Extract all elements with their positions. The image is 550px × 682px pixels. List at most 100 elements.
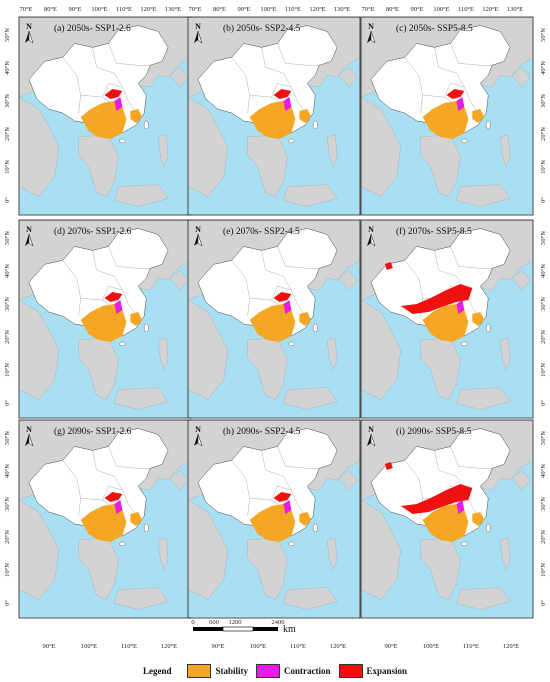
stability-area [80,304,127,342]
latitude-tick-label: 50°N [4,28,11,42]
panel-frame [187,16,361,216]
latitude-tick-label: 30°N [4,94,11,108]
expansion-area [384,462,393,470]
top-tick-label: 130°E [507,6,523,13]
latitude-tick-label: 0° [540,400,547,406]
latitude-tick-label: 30°N [4,497,11,511]
panel-title: (h) 2090s- SSP2-4.5 [223,426,301,437]
stability-area [422,304,469,342]
north-arrow-icon [367,434,371,446]
top-tick-label: 70°E [188,6,201,13]
top-tick-label: 100°E [260,6,276,13]
latitude-tick-label: 10°N [540,160,547,174]
bottom-tick-label: 90°E [211,643,224,650]
stability-area [80,504,127,542]
habitat-layer [249,89,312,139]
latitude-tick-label: 50°N [4,431,11,445]
top-tick-label: 110°E [285,6,301,13]
top-tick-label: 90°E [410,6,423,13]
bottom-tick-label: 100°E [423,643,439,650]
latitude-tick-label: 10°N [4,563,11,577]
habitat-layer [80,492,143,542]
bottom-tick-label: 110°E [290,643,306,650]
habitat-layer [249,292,312,342]
bottom-tick-label: 110°E [463,643,479,650]
north-arrow-icon [370,30,376,44]
legend-item-stability: Stability [187,664,248,678]
stability-area [422,504,469,542]
top-tick-label: 90°E [68,6,81,13]
legend-item-expansion: Expansion [338,664,408,678]
expansion-swatch [338,664,363,678]
stability-area [130,312,143,326]
expansion-area [446,89,465,99]
panel-frame [360,219,534,419]
contraction-area [283,500,292,514]
north-arrow-icon [197,433,203,447]
north-arrow-icon [28,233,34,247]
latitude-tick-label: 20°N [4,127,11,141]
expansion-area [400,484,473,514]
latitude-tick-label: 20°N [540,530,547,544]
latitude-tick-label: 40°N [540,464,547,478]
north-label: N [26,425,32,434]
stability-swatch [187,664,212,678]
north-label: N [26,22,32,31]
bottom-longitude-ticks: 90°E 100°E 110°E 120°E 90°E 100°E 110°E 120°E 90… [42,643,519,650]
scale-label-1200: 1200 [229,619,242,626]
map-panel-b: N (b) 2050s- SSP2-4.5 [187,16,361,216]
stability-area [249,101,296,139]
stability-area [130,109,143,123]
bottom-tick-label: 120°E [161,643,177,650]
map-panel-d: N (d) 2070s- SSP1-2.6 [18,219,192,419]
latitude-tick-label: 10°N [540,563,547,577]
latitude-tick-label: 0° [4,600,11,606]
top-tick-label: 120°E [482,6,498,13]
latitude-tick-label: 40°N [540,264,547,278]
top-tick-label: 130°E [165,6,181,13]
contraction-area [456,500,465,514]
map-panel-i: N (i) 2090s- SSP5-8.5 [360,419,534,619]
north-arrow-icon [28,30,34,44]
panel-title: (i) 2090s- SSP5-8.5 [396,426,471,437]
panel-title: (f) 2070s- SSP5-8.5 [396,226,472,237]
contraction-swatch [256,664,280,678]
scale-bar: 0 600 1200 2400 km [191,619,296,635]
contraction-area [456,300,465,314]
top-tick-label: 90°E [237,6,250,13]
expansion-area [104,292,123,302]
map-panel-f: N (f) 2070s- SSP5-8.5 [360,219,534,419]
expansion-area [384,262,393,270]
contraction-area [283,97,292,111]
north-arrow-icon [194,31,198,43]
latitude-tick-label: 10°N [4,363,11,377]
north-arrow-icon [370,433,376,447]
top-tick-label: 110°E [116,6,132,13]
north-arrow-icon [25,434,29,446]
top-tick-label: 110°E [458,6,474,13]
latitude-tick-label: 30°N [540,297,547,311]
bottom-tick-label: 90°E [384,643,397,650]
map-panel-h: N (h) 2090s- SSP2-4.5 [187,419,361,619]
north-label: N [195,22,201,31]
latitude-tick-label: 0° [4,400,11,406]
map-panel-c: N (c) 2050s- SSP5-8.5 [360,16,534,216]
top-longitude-ticks: 70°E 80°E 90°E 100°E 110°E 120°E 130°E 70°E 80°E… [19,6,523,13]
expansion-area [104,492,123,502]
expansion-area [273,492,292,502]
scale-unit: km [283,624,296,635]
map-panel-g: N (g) 2090s- SSP1-2.6 [18,419,192,619]
north-label: N [26,225,32,234]
panel-title: (g) 2090s- SSP1-2.6 [54,426,132,437]
panel-title: (d) 2070s- SSP1-2.6 [54,226,132,237]
latitude-tick-label: 0° [4,197,11,203]
latitude-tick-label: 20°N [540,330,547,344]
contraction-area [456,97,465,111]
top-tick-label: 80°E [213,6,226,13]
habitat-layer [80,89,143,139]
panel-frame [360,419,534,619]
legend-label-stability: Stability [215,666,248,676]
legend-label-expansion: Expansion [366,666,408,676]
stability-area [472,312,485,326]
latitude-tick-label: 10°N [4,160,11,174]
